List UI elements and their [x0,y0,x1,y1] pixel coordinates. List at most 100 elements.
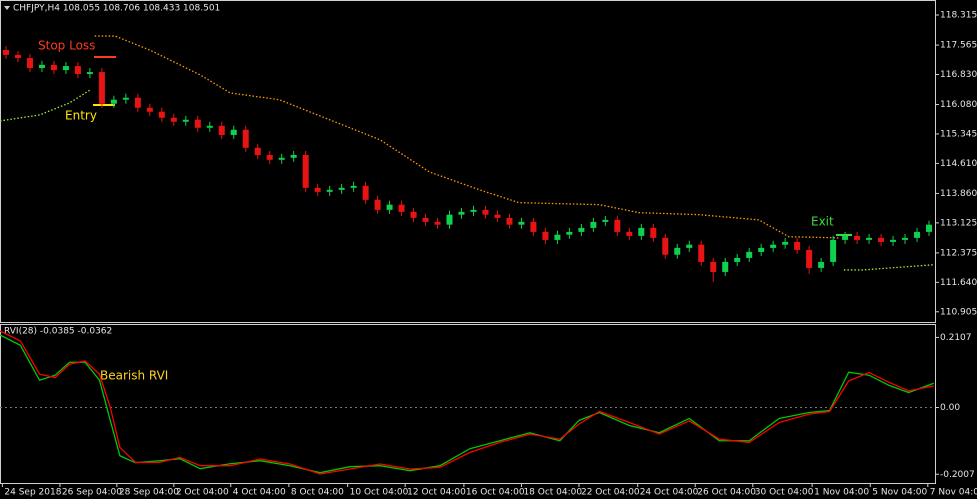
y-tick-label: 113.125 [940,218,977,228]
bearish-rvi-label: Bearish RVI [100,369,168,383]
candle-body [62,66,69,71]
candle-body [602,219,609,222]
x-tick-label: 22 Oct 04:00 [581,488,640,498]
candle-body [302,154,309,188]
candle-body [158,111,165,118]
candle-body [362,185,369,200]
indicator-panel-frame [0,324,936,484]
y-tick-label: 115.345 [940,129,977,139]
y-tick-label: 116.830 [940,70,977,80]
candle-body [482,209,489,215]
candle-body [866,237,873,240]
candle-body [698,244,705,262]
x-tick-label: 26 Sep 04:00 [62,488,122,498]
candle-body [590,221,597,228]
candle-body [914,231,921,238]
candle-body [110,99,117,104]
candle-body [650,227,657,238]
candle-body [122,97,129,100]
candle-body [686,244,693,248]
y-tick-label: 112.375 [940,248,977,258]
y-tick-label: 111.640 [940,278,977,288]
y-tick-label: 0.2107 [940,333,972,343]
candle-body [134,97,141,108]
x-tick-label: 28 Sep 04:00 [119,488,179,498]
candle-body [254,147,261,155]
candle-body [242,129,249,148]
candle-body [734,257,741,262]
y-tick-label: 110.905 [940,307,977,317]
y-tick-label: 116.080 [940,100,977,110]
x-tick-label: 4 Oct 04:00 [233,488,286,498]
y-tick-label: 113.860 [940,189,977,199]
candle-body [446,214,453,225]
y-tick-label: 0.00 [940,403,960,413]
candle-body [530,221,537,232]
candle-body [626,231,633,236]
candle-body [542,231,549,240]
candle-body [326,189,333,192]
candle-body [218,125,225,135]
candle-body [494,214,501,218]
x-tick-label: 10 Oct 04:00 [350,488,409,498]
candle-body [758,247,765,252]
candle-body [506,217,513,225]
y-tick-label: 118.315 [940,11,977,21]
candle-body [458,211,465,215]
price-header: CHFJPY,H4 108.055 108.706 108.433 108.50… [13,4,220,14]
x-tick-label: 12 Oct 04:00 [407,488,466,498]
price-panel-frame [0,0,936,323]
candle-body [410,211,417,218]
candle-body [338,187,345,190]
candle-body [746,251,753,258]
x-tick-label: 30 Oct 04:00 [755,488,814,498]
candle-body [890,239,897,242]
indicator-line [0,89,934,271]
candle-body [842,235,849,240]
candle-body [386,204,393,210]
y-tick-label: 114.610 [940,159,977,169]
candle-body [74,66,81,75]
x-tick-label: 1 Nov 04:00 [814,488,869,498]
candle-body [854,235,861,240]
x-tick-label: 7 Nov 04:00 [930,488,977,498]
indicator-line [94,35,840,239]
candle-body [26,58,33,69]
candle-body [350,185,357,188]
candle-body [374,199,381,210]
candle-body [422,217,429,222]
x-tick-label: 8 Oct 04:00 [291,488,344,498]
candle-body [170,117,177,122]
candle-body [878,237,885,242]
y-tick-label: -0.2007 [940,470,975,480]
x-tick-label: 5 Nov 04:00 [872,488,927,498]
x-tick-label: 26 Oct 04:00 [697,488,756,498]
candle-body [266,154,273,160]
candle-body [770,244,777,248]
candle-body [278,157,285,160]
candle-body [194,119,201,128]
candle-body [182,119,189,122]
y-tick-label: 117.565 [940,41,977,51]
candle-body [38,64,45,69]
x-tick-label: 24 Oct 04:00 [640,488,699,498]
candle-body [230,129,237,135]
candle-body [98,72,105,104]
indicator-header: RVI(28) -0.0385 -0.0362 [4,327,112,337]
candle-body [806,249,813,268]
entry-label: Entry [65,109,97,123]
candle-body [794,241,801,250]
stop-loss-label: Stop Loss [38,39,95,53]
candle-body [14,54,21,59]
candle-body [830,239,837,262]
x-tick-label: 24 Sep 2018 [4,488,61,498]
candle-body [722,261,729,272]
candle-body [818,261,825,268]
candle-body [638,227,645,236]
candle-body [926,224,933,232]
candle-body [398,204,405,212]
candle-body [2,50,9,55]
x-tick-label: 2 Oct 04:00 [176,488,229,498]
candle-body [710,261,717,272]
